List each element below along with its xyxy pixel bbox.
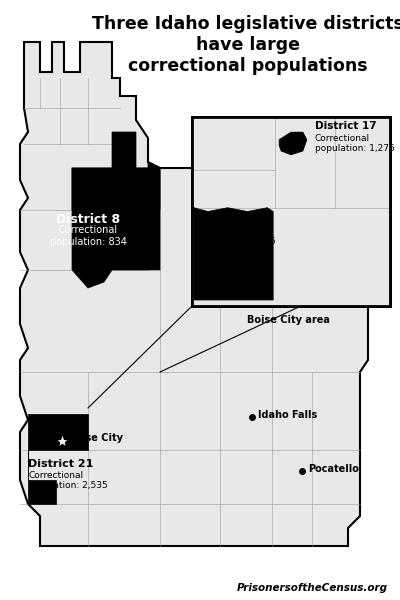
Polygon shape [194, 208, 273, 300]
Text: Correctional
population: 834: Correctional population: 834 [50, 225, 126, 247]
Text: Correctional
population: 2,535: Correctional population: 2,535 [28, 471, 108, 490]
Text: Boise City: Boise City [68, 433, 123, 443]
Bar [192, 117, 390, 306]
Text: Boise City area: Boise City area [248, 315, 330, 325]
Text: PrisonersoftheCensus.org: PrisonersoftheCensus.org [237, 583, 388, 593]
Text: District 21: District 21 [28, 459, 93, 469]
Polygon shape [20, 42, 368, 546]
Text: Correctional
population: 2,535: Correctional population: 2,535 [196, 227, 276, 246]
Text: District 17: District 17 [315, 121, 376, 131]
Polygon shape [28, 414, 88, 504]
Text: District 21: District 21 [196, 214, 258, 223]
Text: Pocatello: Pocatello [308, 464, 359, 474]
Bar [192, 117, 390, 306]
Polygon shape [72, 132, 160, 210]
Polygon shape [72, 168, 160, 288]
Text: Idaho Falls: Idaho Falls [258, 410, 317, 420]
Bar [192, 117, 390, 306]
Polygon shape [279, 132, 307, 155]
Text: Three Idaho legislative districts
have large
correctional populations: Three Idaho legislative districts have l… [92, 15, 400, 74]
Text: District 8: District 8 [56, 213, 120, 226]
Text: Correctional
population: 1,275: Correctional population: 1,275 [315, 134, 394, 154]
